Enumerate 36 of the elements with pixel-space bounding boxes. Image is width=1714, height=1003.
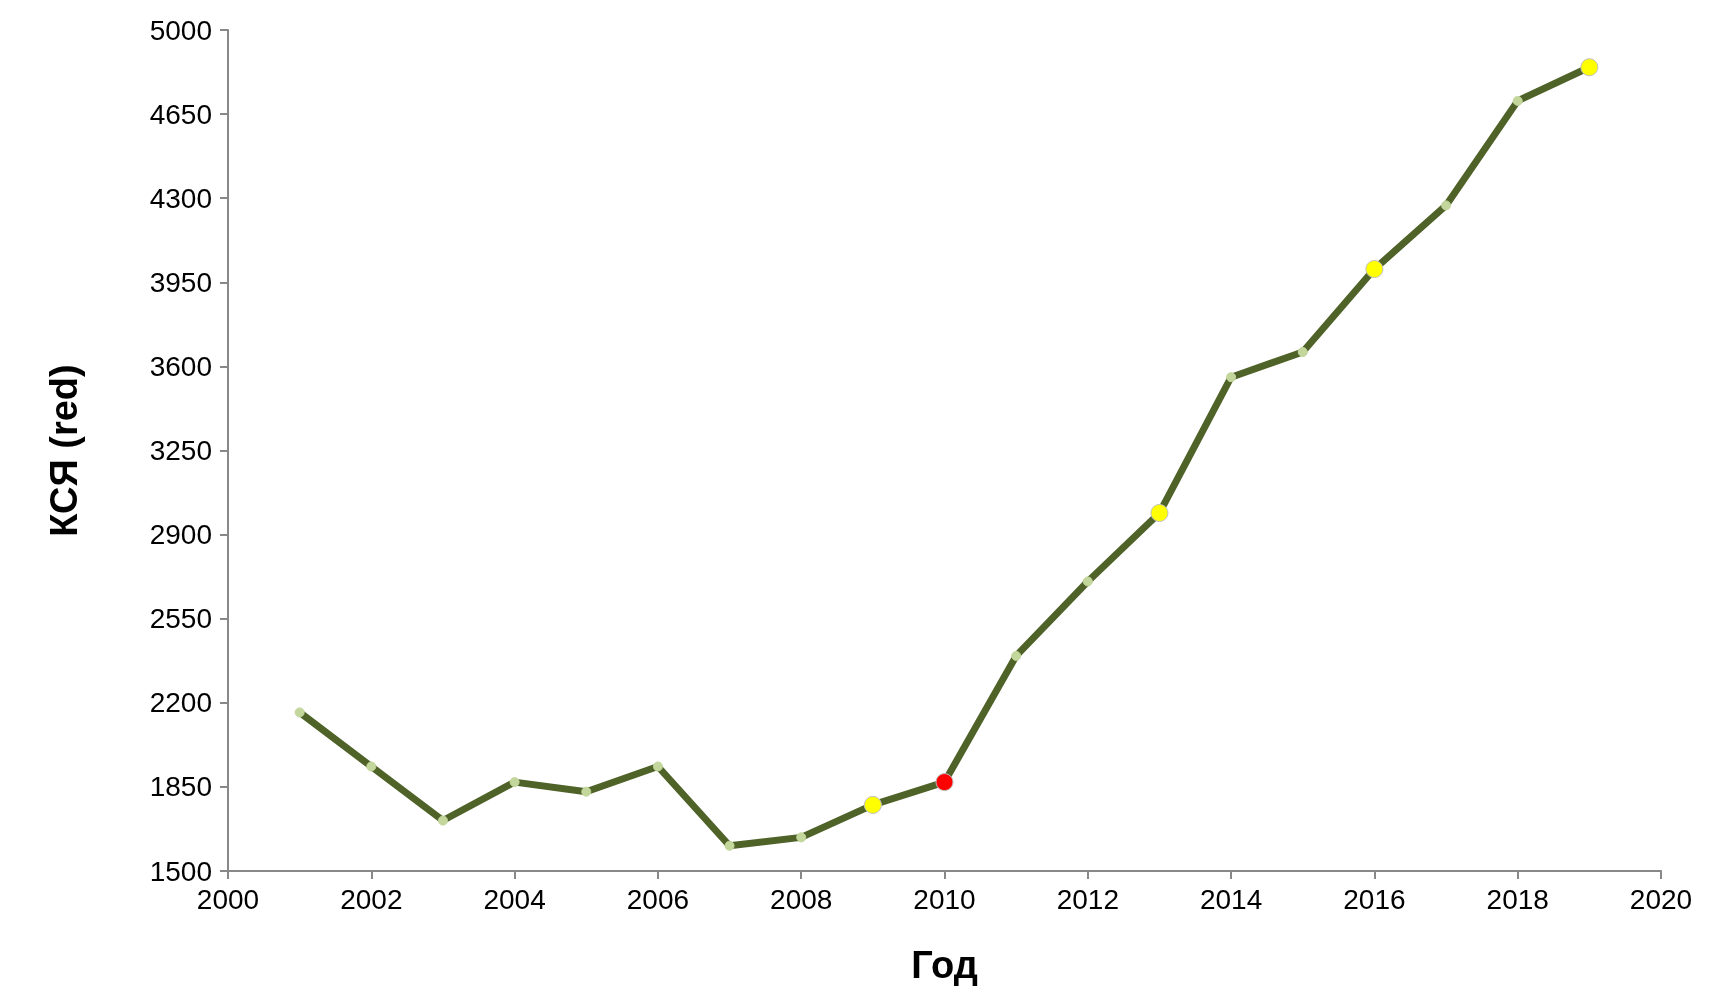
y-tick-label: 2900: [149, 519, 212, 551]
point: [652, 761, 663, 772]
x-tick-label: 2002: [340, 883, 403, 915]
x-tick-label: 2016: [1343, 883, 1406, 915]
point: [294, 707, 305, 718]
y-tick-label: 3250: [149, 435, 212, 466]
y-tick-label: 3600: [149, 350, 212, 382]
y-tick-label: 5000: [149, 14, 212, 46]
x-tick-label: 2010: [913, 883, 976, 915]
x-tick-label: 2020: [1629, 883, 1693, 915]
y-axis-title: КСЯ (red): [43, 364, 85, 537]
point: [437, 815, 448, 826]
x-tick-label: 2012: [1056, 883, 1119, 915]
point: [581, 786, 592, 797]
y-tick-label: 3950: [149, 266, 212, 298]
point: [1441, 200, 1452, 211]
point: [1011, 650, 1022, 661]
point: [509, 777, 520, 788]
y-tick-label: 4650: [149, 98, 212, 130]
point: [1297, 346, 1308, 357]
y-tick-label: 1850: [149, 771, 212, 803]
point: [796, 832, 807, 843]
point: [724, 840, 735, 851]
y-tick-label: 4300: [149, 182, 212, 214]
x-tick-label: 2014: [1199, 883, 1263, 915]
y-tick-label: 2550: [149, 603, 212, 635]
point: [1226, 372, 1237, 383]
point: [1082, 576, 1093, 587]
y-tick-label: 2200: [149, 687, 212, 719]
x-axis-title: Год: [911, 944, 978, 986]
x-tick-label: 2006: [626, 883, 690, 915]
x-tick-label: 2018: [1486, 883, 1549, 915]
point: [366, 761, 377, 772]
point: [1512, 95, 1523, 106]
x-tick-label: 2008: [770, 883, 833, 915]
x-tick-label: 2004: [483, 883, 546, 915]
